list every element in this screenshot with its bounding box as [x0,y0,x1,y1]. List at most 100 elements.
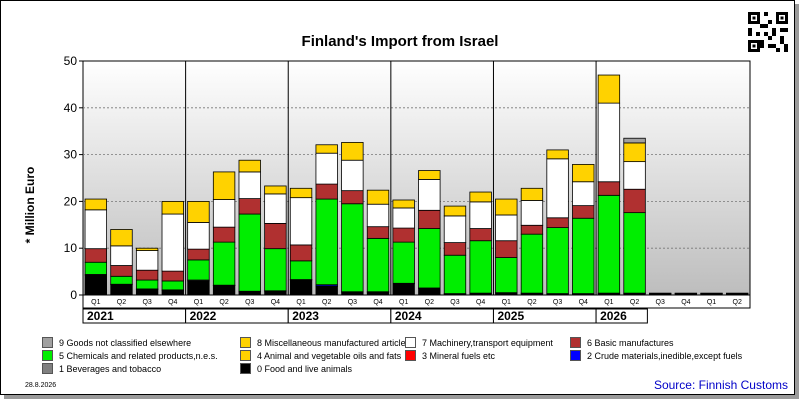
bar-segment [469,191,492,203]
legend-item: 0 Food and live animals [240,363,352,374]
bar-segment [443,215,467,243]
bar-segment [623,161,646,190]
bar-segment [264,290,287,296]
bar-segment [623,137,646,144]
legend-item: 8 Miscellaneous manufactured articles [240,337,410,348]
legend-label: 0 Food and live animals [257,363,353,374]
bar-segment [238,198,261,215]
bar-segment [546,217,569,229]
bar-segment [84,198,108,211]
bar-segment [238,159,261,173]
legend-label: 6 Basic manufactures [587,337,674,348]
y-tick-label: 30 [64,148,78,162]
bar-segment [212,199,236,228]
x-tick-label: Q1 [296,299,305,306]
bar-segment [495,198,518,216]
x-tick-label: Q4 [579,299,588,306]
bar-segment [392,199,415,209]
bar-segment [623,188,646,214]
x-tick-label: Q4 [373,299,382,306]
bar-segment [187,200,210,223]
x-tick-label: Q2 [630,299,639,306]
x-tick-label: Q3 [553,299,562,306]
bar-segment [238,171,261,199]
y-tick-label: 40 [64,101,78,115]
legend-label: 2 Crude materials,inedible,except fuels [587,350,743,361]
bar-segment [469,240,492,294]
bar-segment [161,270,184,282]
legend-item: 5 Chemicals and related products,n.e.s. [42,350,218,361]
bar-segment [84,209,108,250]
legend-swatch [240,337,251,348]
year-label: 2021 [87,309,114,323]
bar-segment [597,181,621,196]
bar-segment [392,283,415,296]
grid-lines [83,61,750,295]
bar-segment [110,275,133,285]
bar-segment [418,179,441,211]
legend-label: 7 Machinery,transport equipment [422,337,553,348]
bar-segment [212,171,236,200]
x-tick-label: Q4 [271,299,280,306]
bar-segment [161,213,184,272]
bar-segment [341,142,364,161]
legend-swatch [570,350,581,361]
bar-segment [392,241,415,284]
bar-segment [212,226,236,243]
bar-segment [341,159,364,192]
bar-segment [546,149,569,160]
y-tick-label: 50 [64,54,78,68]
legend-swatch [240,350,251,361]
bar-segment [135,288,159,296]
bar-segment [315,183,338,200]
legend-label: 9 Goods not classified elsewhere [59,337,192,348]
x-tick-label: Q3 [348,299,357,306]
y-axis: 0 10 20 30 40 50 [64,54,83,302]
bar-segment [546,227,569,294]
bar-segment [289,187,313,199]
bar-segment [366,237,390,293]
x-tick-label: Q2 [527,299,536,306]
year-label: 2022 [190,309,217,323]
bar-segment [623,212,646,294]
bar-segment [289,260,313,280]
bar-segment [623,142,646,163]
bar-segment [520,200,544,226]
year-label: 2025 [497,309,524,323]
qr-code-icon [748,12,788,52]
legend-item: 1 Beverages and tobacco [42,363,161,374]
bar-segment [84,248,108,263]
legend-swatch [42,350,53,361]
bar-segment [187,222,210,250]
legend-label: 3 Mineral fuels etc [422,350,496,361]
bar-segment [495,257,518,294]
bar-segment [443,205,467,217]
bar-segment [264,185,287,195]
legend-item: 7 Machinery,transport equipment [405,337,553,348]
legend-label: 1 Beverages and tobacco [59,363,162,374]
source-note: Source: Finnish Customs [653,378,788,392]
bar-segment [135,279,159,290]
date-stamp: 28.8.2026 [25,382,57,389]
bar-segment [315,152,338,185]
x-tick-label: Q1 [399,299,408,306]
legend-label: 5 Chemicals and related products,n.e.s. [59,350,218,361]
legend-label: 8 Miscellaneous manufactured articles [257,337,411,348]
bar-segment [135,269,159,281]
bar-segment [572,217,595,294]
legend-swatch [405,350,416,361]
bar-segment [110,229,133,247]
bar-segment [161,280,184,291]
x-tick-label: Q2 [322,299,331,306]
bar-segment [238,213,261,292]
bar-segment [341,190,364,205]
bar-segment [161,289,184,296]
x-tick-label: Q2 [425,299,434,306]
bar-segment [366,226,390,239]
x-tick-label: Q2 [219,299,228,306]
bar-segment [546,158,569,219]
x-tick-label: Q1 [194,299,203,306]
bar-segment [418,228,441,289]
x-tick-label: Q2 [733,299,742,306]
